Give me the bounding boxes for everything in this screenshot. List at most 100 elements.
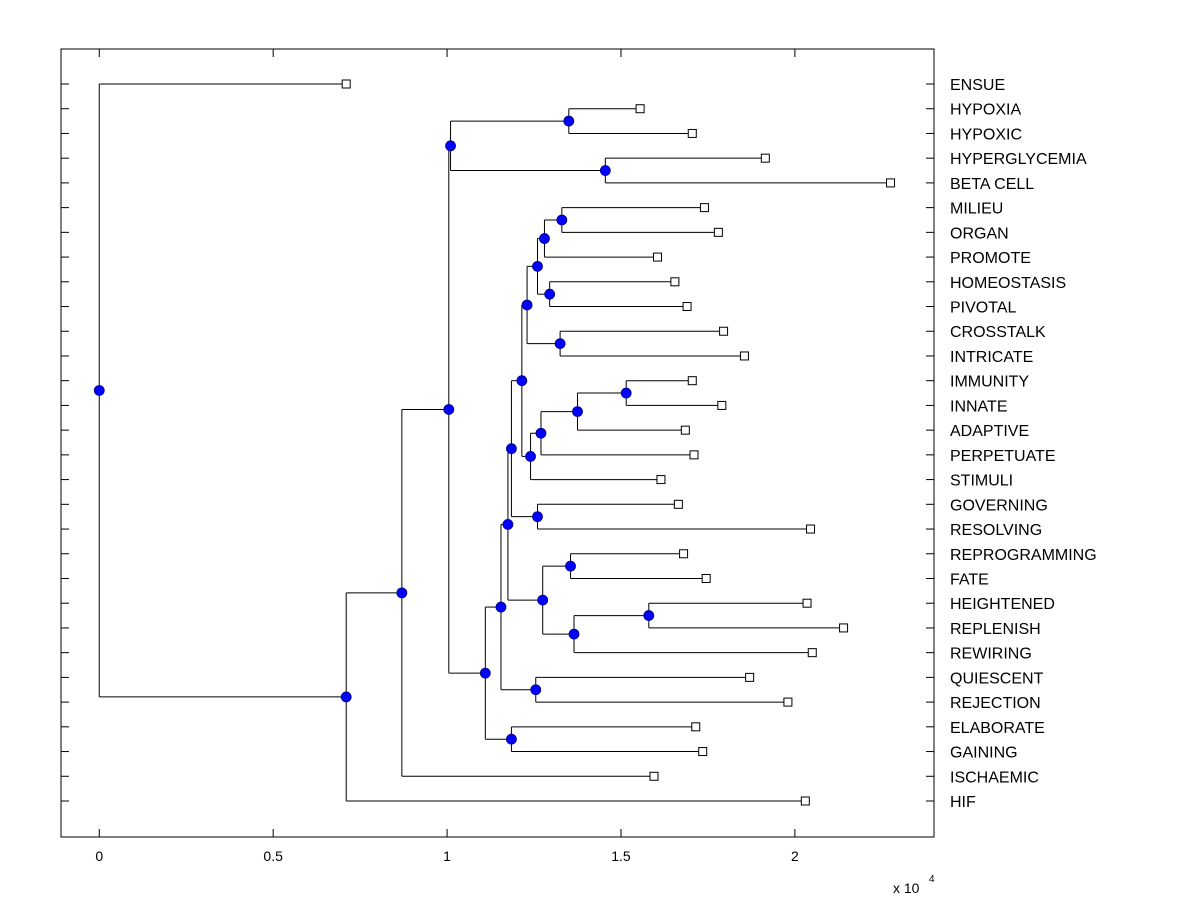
leaf-label-fate: FATE: [950, 571, 989, 588]
leaf-label-ischaemic: ISCHAEMIC: [950, 769, 1039, 786]
leaf-label-crosstalk: CROSSTALK: [950, 324, 1046, 341]
leaf-label-hif: HIF: [950, 794, 976, 811]
node-marker-n-beta: [599, 165, 611, 176]
node-marker-n-homeo: [544, 288, 556, 300]
node-marker-n-core5: [479, 667, 491, 679]
node-marker-n-core4: [495, 601, 507, 613]
leaf-label-homeostasis: HOMEOSTASIS: [950, 275, 1066, 292]
leaf-marker-crosstalk: [719, 326, 729, 336]
leaf-label-rewiring: REWIRING: [950, 646, 1032, 663]
leaf-label-quiescent: QUIESCENT: [950, 670, 1044, 687]
leaf-label-hypoxia: HYPOXIA: [950, 102, 1021, 119]
node-markers: [93, 115, 655, 745]
leaf-marker-replenish: [839, 623, 849, 633]
node-marker-n-immune2: [572, 406, 583, 417]
node-marker-n-main: [443, 404, 455, 415]
leaf-marker-governing: [673, 499, 683, 509]
leaf-label-heightened: HEIGHTENED: [950, 596, 1055, 613]
leaf-label-organ: ORGAN: [950, 225, 1009, 242]
leaf-marker-homeostasis: [670, 277, 680, 287]
leaf-label-hypoxic: HYPOXIC: [950, 126, 1022, 143]
leaf-label-elaborate: ELABORATE: [950, 720, 1045, 737]
node-marker-n-fate: [565, 560, 576, 572]
leaf-marker-elaborate: [691, 722, 701, 732]
leaf-marker-promote: [652, 252, 662, 262]
leaf-marker-perpetuate: [689, 450, 699, 460]
leaf-label-beta-cell: BETA CELL: [950, 176, 1034, 193]
leaf-label-resolving: RESOLVING: [950, 522, 1042, 539]
node-marker-n-core3: [502, 518, 514, 530]
leaf-label-innate: INNATE: [950, 398, 1007, 415]
node-marker-n-core: [516, 375, 528, 387]
leaf-marker-beta-cell: [886, 178, 896, 188]
leaf-marker-stimuli: [656, 475, 666, 485]
leaf-marker-innate: [717, 400, 727, 410]
node-marker-n-quies: [530, 684, 542, 696]
leaf-marker-ensue: [341, 79, 351, 89]
node-marker-n-hypgrp: [445, 140, 456, 152]
leaf-label-stimuli: STIMULI: [950, 473, 1013, 490]
node-marker-n-cross: [554, 338, 566, 350]
x-tick-labels: 0 0.5 1 1.5 2: [95, 848, 799, 864]
node-marker-n-mp: [532, 260, 543, 272]
leaf-label-replenish: REPLENISH: [950, 621, 1041, 638]
node-marker-n-height: [643, 610, 655, 621]
leaf-marker-reprogramming: [679, 549, 689, 559]
plot-area-frame: [60, 48, 935, 838]
node-marker-n-hif: [340, 691, 352, 703]
leaf-marker-pivotal: [682, 302, 692, 312]
node-marker-n-hyp: [563, 115, 575, 127]
leaf-label-gaining: GAINING: [950, 745, 1018, 762]
y-axis-ticks: [61, 83, 934, 802]
x-tick-label: 1: [443, 848, 451, 864]
leaf-marker-hypoxic: [687, 128, 697, 138]
leaf-marker-immunity: [687, 376, 697, 386]
leaf-marker-organ: [713, 227, 723, 237]
leaf-marker-hif: [800, 796, 810, 806]
leaf-marker-intricate: [739, 351, 749, 361]
leaf-labels: ENSUE HYPOXIA HYPOXIC HYPERGLYCEMIA BETA CEL…: [950, 77, 1097, 811]
leaf-label-immunity: IMMUNITY: [950, 374, 1029, 391]
leaf-label-rejection: REJECTION: [950, 695, 1041, 712]
leaf-label-perpetuate: PERPETUATE: [950, 448, 1056, 465]
x-tick-label: 0: [95, 848, 103, 864]
leaf-label-reprogramming: REPROGRAMMING: [950, 547, 1097, 564]
x-tick-label: 1.5: [611, 848, 631, 864]
leaf-label-ensue: ENSUE: [950, 77, 1005, 94]
leaf-label-pivotal: PIVOTAL: [950, 300, 1016, 317]
leaf-marker-ischaemic: [649, 771, 659, 781]
leaf-label-intricate: INTRICATE: [950, 349, 1033, 366]
x-scale-label: x 10: [893, 880, 920, 896]
node-marker-n-elab: [506, 733, 517, 745]
node-marker-n-height2: [568, 628, 580, 640]
leaf-marker-milieu: [699, 203, 709, 213]
x-axis-ticks: [98, 49, 796, 837]
x-tick-label: 2: [791, 848, 799, 864]
leaf-marker-hypoxia: [635, 104, 645, 114]
x-tick-label: 0.5: [263, 848, 283, 864]
leaf-label-adaptive: ADAPTIVE: [950, 423, 1029, 440]
leaf-label-hyperglycemia: HYPERGLYCEMIA: [950, 151, 1087, 168]
node-marker-n-fate2: [537, 594, 549, 606]
leaf-marker-rejection: [783, 697, 793, 707]
leaf-marker-resolving: [806, 524, 816, 534]
node-marker-n-isch: [396, 587, 408, 599]
leaf-marker-gaining: [698, 747, 708, 757]
node-marker-n-immune: [620, 387, 632, 399]
node-marker-n-immune4: [525, 451, 536, 462]
leaf-marker-heightened: [802, 598, 812, 608]
leaf-marker-quiescent: [745, 672, 755, 682]
leaf-markers: [341, 79, 896, 806]
node-marker-n-gov: [532, 511, 543, 523]
leaf-label-governing: GOVERNING: [950, 497, 1048, 514]
node-marker-n-core2: [506, 443, 517, 455]
leaf-label-milieu: MILIEU: [950, 201, 1003, 218]
x-scale-exponent: 4: [929, 874, 935, 885]
leaf-label-promote: PROMOTE: [950, 250, 1031, 267]
leaf-marker-adaptive: [680, 425, 690, 435]
node-marker-n-immune3: [535, 427, 547, 439]
node-marker-n-milieu: [556, 214, 568, 226]
node-marker-n-mpc: [521, 299, 533, 311]
node-marker-n-root: [93, 385, 105, 396]
